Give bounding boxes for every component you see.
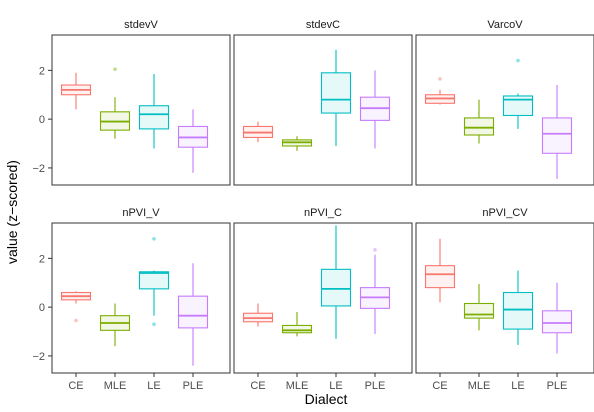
- box-iqr: [177, 295, 209, 329]
- x-axis-title: Dialect: [305, 391, 348, 407]
- panel-border: [51, 222, 231, 374]
- box-LE: [138, 74, 170, 149]
- x-tick-label: CE: [432, 380, 447, 392]
- box-LE: [320, 49, 352, 146]
- box-iqr: [463, 302, 495, 319]
- box-iqr: [281, 324, 313, 334]
- box-LE: [320, 225, 352, 339]
- x-tick-label: LE: [511, 380, 524, 392]
- panel-title: VarcoV: [487, 19, 523, 31]
- box-iqr: [424, 265, 456, 289]
- x-tick-label: CE: [250, 380, 265, 392]
- panel-title: nPVI_C: [304, 207, 342, 219]
- box-PLE: [359, 70, 391, 149]
- box-CE: [242, 121, 274, 143]
- facet-panels: stdevV stdevC VarcoV nPVI_V nPVI_C nPVI_CV: [51, 19, 594, 374]
- panel-title: nPVI_CV: [482, 207, 528, 219]
- panel-border: [51, 34, 231, 186]
- y-tick-label: −2: [32, 163, 45, 175]
- box-iqr: [502, 95, 534, 117]
- x-tick-label: LE: [329, 380, 342, 392]
- x-tick-label: MLE: [104, 380, 127, 392]
- panel-stdevV: stdevV: [51, 19, 231, 186]
- box-CE: [424, 238, 456, 303]
- box-iqr: [320, 72, 352, 114]
- box-PLE: [177, 263, 209, 366]
- box-PLE: [359, 248, 391, 334]
- x-tick-label: PLE: [547, 380, 568, 392]
- panel-nPVI_CV: nPVI_CV: [415, 207, 594, 374]
- outlier-point: [152, 237, 156, 241]
- y-tick-label: −2: [32, 351, 45, 363]
- axes: −2 0 2 −2 0 2 CE MLE LE PLE CE MLE LE PLE CE MLE LE PLE: [32, 65, 567, 392]
- box-iqr: [138, 271, 170, 290]
- box-iqr: [463, 117, 495, 136]
- box-MLE: [281, 136, 313, 151]
- y-tick-label: 0: [39, 114, 45, 126]
- panel-title: nPVI_V: [122, 207, 160, 219]
- box-MLE: [463, 283, 495, 331]
- panel-VarcoV: VarcoV: [415, 19, 594, 186]
- box-iqr: [541, 117, 573, 154]
- panel-border: [233, 222, 413, 374]
- outlier-point: [516, 58, 520, 63]
- box-CE: [424, 77, 456, 105]
- panel-border: [415, 34, 594, 186]
- panel-nPVI_C: nPVI_C: [233, 207, 413, 374]
- box-LE: [138, 237, 170, 327]
- y-tick-label: 0: [39, 302, 45, 314]
- box-PLE: [177, 109, 209, 173]
- outlier-point: [152, 322, 156, 327]
- panel-border: [415, 222, 594, 374]
- x-tick-label: MLE: [286, 380, 309, 392]
- x-tick-label: PLE: [365, 380, 386, 392]
- box-PLE: [541, 282, 573, 354]
- box-iqr: [138, 105, 170, 130]
- box-iqr: [541, 310, 573, 334]
- x-tick-label: MLE: [468, 380, 491, 392]
- box-MLE: [463, 99, 495, 144]
- outlier-point: [438, 77, 442, 81]
- box-iqr: [320, 268, 352, 307]
- panel-stdevC: stdevC: [233, 19, 413, 186]
- box-MLE: [99, 67, 131, 139]
- outlier-point: [113, 67, 117, 71]
- x-tick-label: LE: [147, 380, 160, 392]
- y-axis-title: value (z−scored): [4, 160, 20, 264]
- box-CE: [60, 72, 92, 110]
- box-iqr: [502, 291, 534, 330]
- box-MLE: [281, 312, 313, 337]
- y-tick-label: 2: [39, 65, 45, 77]
- box-CE: [242, 303, 274, 327]
- outlier-point: [373, 248, 377, 252]
- y-tick-label: 2: [39, 253, 45, 265]
- panel-border: [233, 34, 413, 186]
- box-LE: [502, 58, 534, 129]
- panel-title: stdevC: [306, 19, 340, 31]
- box-LE: [502, 270, 534, 345]
- panel-nPVI_V: nPVI_V: [51, 207, 231, 374]
- box-CE: [60, 291, 92, 323]
- x-tick-label: PLE: [183, 380, 204, 392]
- box-MLE: [99, 303, 131, 347]
- outlier-point: [74, 318, 78, 323]
- x-tick-label: CE: [68, 380, 83, 392]
- box-PLE: [541, 85, 573, 179]
- panel-title: stdevV: [124, 19, 158, 31]
